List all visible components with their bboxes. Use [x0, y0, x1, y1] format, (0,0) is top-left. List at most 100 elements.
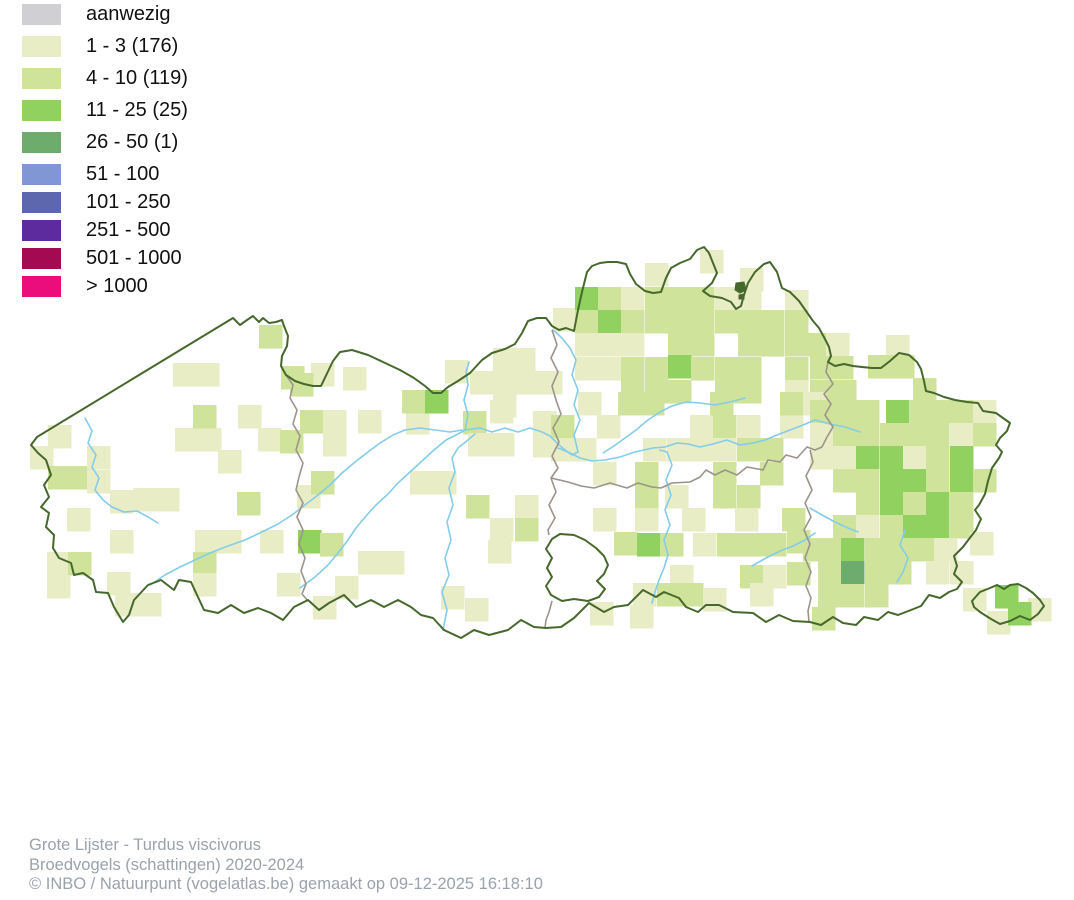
legend-label: > 1000 — [86, 275, 148, 297]
legend-label: 11 - 25 (25) — [86, 99, 188, 121]
grid-cell — [970, 532, 994, 556]
grid-cell — [691, 310, 715, 334]
survey-subtitle: Broedvogels (schattingen) 2020-2024 — [29, 855, 305, 874]
grid-cells-layer — [30, 250, 1052, 635]
grid-cell — [665, 485, 689, 509]
grid-cell — [737, 485, 761, 509]
grid-cell — [645, 287, 669, 311]
grid-cell — [193, 405, 217, 429]
grid-cell — [738, 310, 762, 334]
grid-cell — [810, 446, 834, 470]
grid-cell — [110, 490, 134, 514]
grid-cell — [713, 462, 737, 486]
province-border — [544, 600, 553, 629]
grid-cell — [425, 390, 449, 414]
grid-cell — [903, 446, 927, 470]
grid-cell — [760, 462, 784, 486]
species-title: Grote Lijster - Turdus viscivorus — [29, 836, 261, 854]
grid-cell — [682, 508, 706, 532]
grid-cell — [643, 438, 667, 462]
grid-cell — [833, 400, 857, 424]
river — [552, 329, 581, 453]
grid-cell — [787, 562, 811, 586]
map-caption: Grote Lijster - Turdus viscivorus Broedv… — [29, 836, 543, 895]
grid-cell — [441, 586, 465, 610]
grid-cell — [660, 533, 684, 557]
river — [463, 361, 470, 431]
grid-cell — [880, 515, 904, 539]
grid-cell — [510, 350, 534, 374]
grid-cell — [680, 583, 704, 607]
grid-cell — [488, 540, 512, 564]
grid-cell — [713, 485, 737, 509]
grid-cell — [621, 333, 645, 357]
grid-cell — [950, 469, 974, 493]
grid-cell — [573, 438, 597, 462]
grid-cell — [690, 415, 714, 439]
legend-swatch-aanwezig — [22, 4, 61, 25]
grid-cell — [833, 469, 857, 493]
legend-item: 26 - 50 (1) — [22, 131, 188, 153]
grid-cell — [198, 428, 222, 452]
grid-cell — [575, 310, 599, 334]
grid-cell — [818, 584, 842, 608]
grid-cell — [963, 588, 987, 612]
grid-cell — [856, 492, 880, 516]
grid-cell — [740, 565, 764, 589]
baarle-enclave — [738, 293, 745, 300]
legend-swatch-26-50 — [22, 132, 61, 153]
grid-cell — [670, 565, 694, 589]
grid-cell — [668, 380, 692, 404]
grid-cell — [618, 392, 642, 416]
grid-cell — [630, 605, 654, 629]
grid-cell — [48, 425, 72, 449]
grid-cell — [614, 532, 638, 556]
legend-label: 251 - 500 — [86, 219, 171, 241]
grid-cell — [107, 572, 131, 596]
grid-cell — [841, 538, 865, 562]
legend-swatch-51-100 — [22, 164, 61, 185]
grid-cell — [515, 518, 539, 542]
grid-cell — [886, 335, 910, 359]
grid-cell — [856, 446, 880, 470]
grid-cell — [48, 466, 72, 490]
legend: aanwezig 1 - 3 (176) 4 - 10 (119) 11 - 2… — [22, 3, 188, 304]
legend-swatch-11-25 — [22, 100, 61, 121]
grid-cell — [865, 561, 889, 585]
grid-cell — [903, 423, 927, 447]
legend-swatch-1-3 — [22, 36, 61, 57]
grid-cell — [68, 552, 92, 576]
grid-cell — [433, 471, 457, 495]
grid-cell — [466, 495, 490, 519]
grid-cell — [818, 561, 842, 585]
grid-cell — [891, 355, 915, 379]
province-border — [547, 329, 562, 536]
legend-item: 1 - 3 (176) — [22, 35, 188, 57]
legend-label: 4 - 10 (119) — [86, 67, 188, 89]
grid-cell — [323, 433, 347, 457]
grid-cell — [830, 356, 854, 380]
grid-cell — [903, 469, 927, 493]
grid-cell — [818, 538, 842, 562]
grid-cell — [667, 438, 691, 462]
grid-cell — [196, 363, 220, 387]
grid-cell — [410, 471, 434, 495]
grid-cell — [715, 310, 739, 334]
grid-cell — [903, 492, 927, 516]
grid-cell — [926, 492, 950, 516]
grid-cell — [593, 508, 617, 532]
grid-cell — [785, 357, 809, 381]
grid-cell — [856, 469, 880, 493]
legend-item: 11 - 25 (25) — [22, 99, 188, 121]
grid-cell — [880, 492, 904, 516]
river — [809, 507, 859, 533]
grid-cell — [934, 538, 958, 562]
grid-cell — [668, 355, 692, 379]
grid-cell — [598, 310, 622, 334]
grid-cell — [491, 433, 515, 457]
grid-cell — [238, 405, 262, 429]
grid-cell — [880, 423, 904, 447]
grid-cell — [926, 446, 950, 470]
grid-cell — [911, 538, 935, 562]
